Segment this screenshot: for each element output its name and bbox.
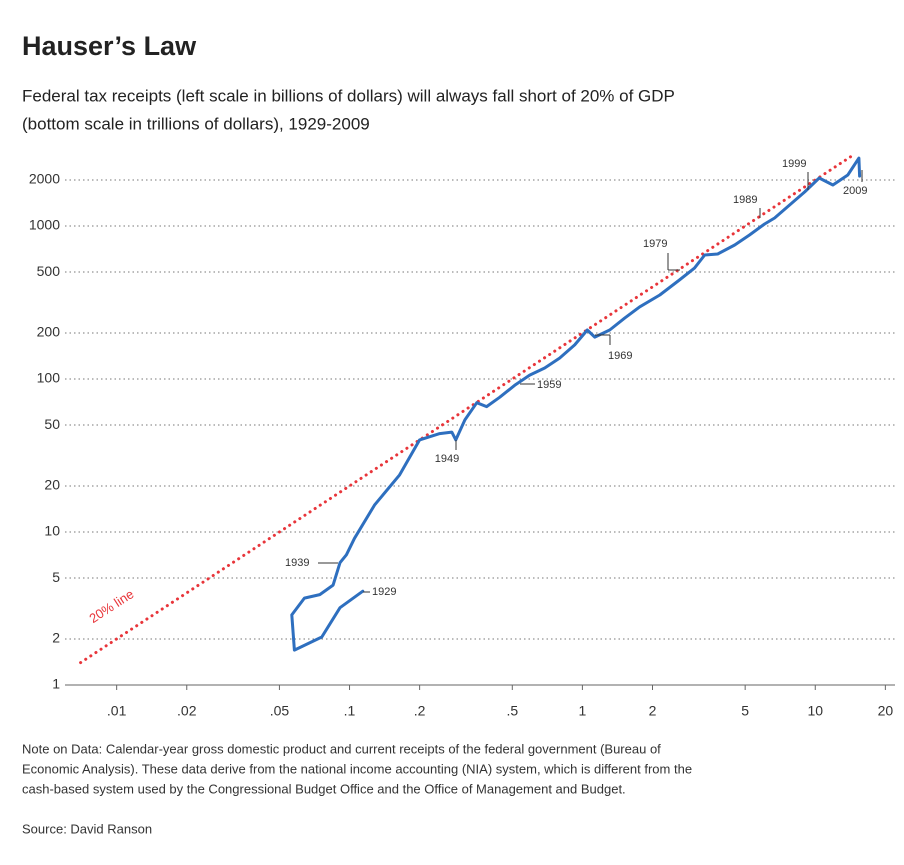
x-tick-label: .1: [344, 703, 356, 719]
subtitle: Federal tax receipts (left scale in bill…: [22, 86, 675, 105]
y-tick-label: 10: [44, 523, 60, 539]
note: Note on Data: Calendar-year gross domest…: [22, 741, 661, 756]
annotation: 1949: [435, 453, 459, 465]
chart-title: Hauser’s Law: [22, 31, 197, 61]
x-tick-label: .02: [177, 703, 197, 719]
y-tick-label: 1000: [29, 217, 60, 233]
y-tick-label: 100: [37, 370, 61, 386]
note: Economic Analysis). These data derive fr…: [22, 761, 692, 776]
y-tick-label: 500: [37, 263, 61, 279]
annotation: 1929: [372, 586, 396, 598]
note: cash-based system used by the Congressio…: [22, 781, 626, 796]
y-tick-label: 2: [52, 630, 60, 646]
x-tick-label: 20: [878, 703, 894, 719]
subtitle: (bottom scale in trillions of dollars), …: [22, 114, 370, 133]
annotation: 1969: [608, 350, 632, 362]
annotation: 2009: [843, 185, 867, 197]
data-line: [290, 156, 862, 652]
x-tick-label: 1: [578, 703, 586, 719]
x-tick-label: .2: [414, 703, 426, 719]
annotation: 1939: [285, 557, 309, 569]
y-tick-label: 5: [52, 569, 60, 585]
y-tick-label: 1: [52, 676, 60, 692]
x-tick-label: 5: [741, 703, 749, 719]
x-tick-label: .5: [506, 703, 518, 719]
x-tick-label: .01: [107, 703, 127, 719]
x-tick-label: 10: [807, 703, 823, 719]
y-tick-label: 200: [37, 324, 61, 340]
y-tick-label: 2000: [29, 171, 60, 187]
annotation: 1999: [782, 158, 806, 170]
series-label: 20% line: [86, 586, 136, 626]
x-tick-label: .05: [270, 703, 290, 719]
x-tick-label: 2: [649, 703, 657, 719]
annotation: 1979: [643, 238, 667, 250]
source: Source: David Ranson: [22, 821, 152, 836]
annotation: 1959: [537, 379, 561, 391]
reference-line: [79, 153, 855, 665]
annotation: 1989: [733, 194, 757, 206]
y-tick-label: 50: [44, 416, 60, 432]
y-tick-label: 20: [44, 477, 60, 493]
